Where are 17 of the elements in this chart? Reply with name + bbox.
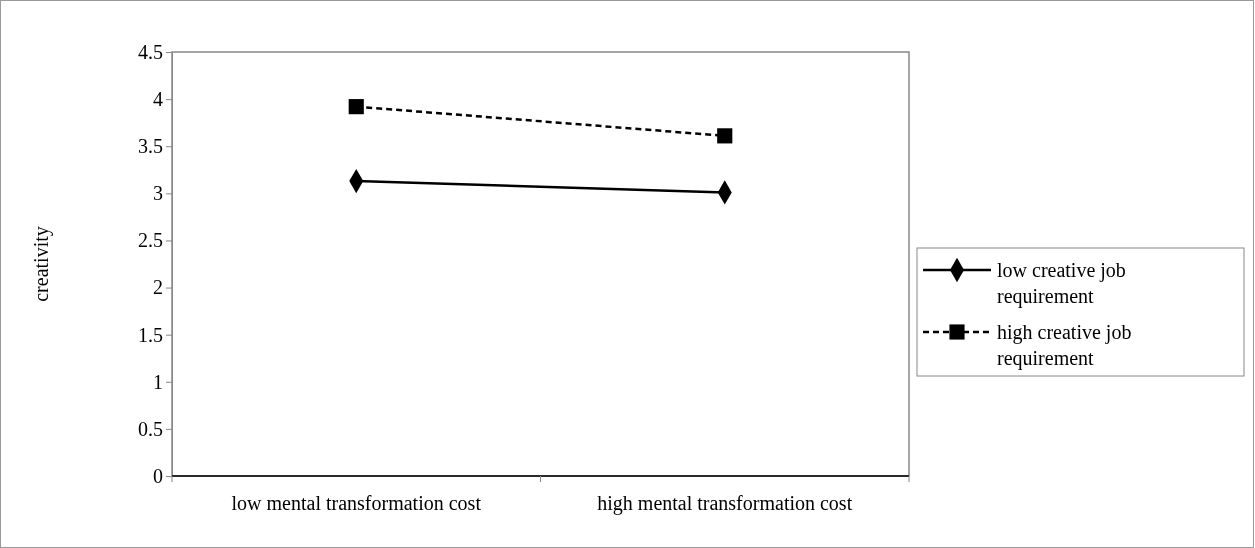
legend-label: high creative job requirement <box>997 321 1132 370</box>
y-tick-label: 0 <box>153 464 163 487</box>
point <box>348 99 364 115</box>
y-axis-title: creativity <box>30 226 53 302</box>
y-tick-label: 2 <box>153 276 163 299</box>
x-tick-label: low mental transformation cost <box>231 492 482 514</box>
y-tick-label: 3 <box>153 182 163 205</box>
y-tick-label: 4 <box>153 88 163 111</box>
point <box>717 128 733 144</box>
y-tick-label: 4.5 <box>138 40 163 63</box>
y-tick-label: 0.5 <box>138 417 163 440</box>
y-tick-label: 2.5 <box>138 229 163 252</box>
y-tick-label: 3.5 <box>138 135 163 158</box>
legend-label: low creative job requirement <box>997 259 1126 308</box>
x-tick-label: high mental transformation cost <box>597 492 853 515</box>
y-tick-label: 1 <box>153 370 163 393</box>
y-tick-label: 1.5 <box>138 323 163 346</box>
